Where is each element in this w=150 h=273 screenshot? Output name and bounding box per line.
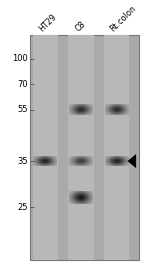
Bar: [33, 35, 58, 260]
Text: Rt.colon: Rt.colon: [109, 4, 138, 33]
Text: 55: 55: [17, 105, 27, 114]
Text: 100: 100: [12, 54, 27, 63]
Text: 70: 70: [17, 80, 27, 89]
Text: 25: 25: [17, 203, 27, 212]
Bar: [68, 35, 94, 260]
Text: 35: 35: [17, 157, 27, 166]
Text: C8: C8: [73, 19, 87, 33]
Bar: [104, 35, 129, 260]
FancyArrow shape: [128, 155, 136, 168]
Text: HT29: HT29: [38, 12, 58, 33]
Bar: [30, 35, 139, 260]
